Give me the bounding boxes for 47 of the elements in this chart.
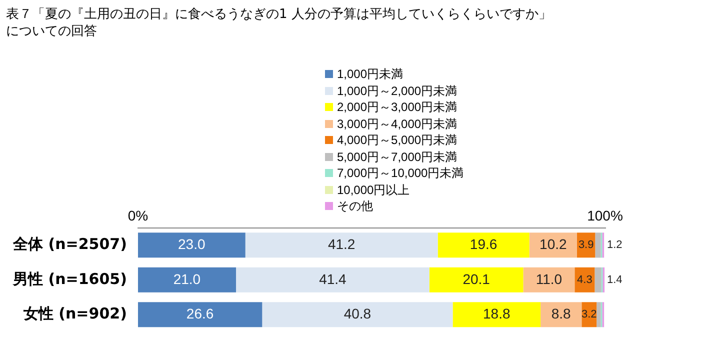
bar <box>523 267 575 292</box>
bar <box>236 267 430 292</box>
data-label: 26.6 <box>186 305 214 322</box>
x-tick-label: 0% <box>128 207 148 224</box>
legend-label: 4,000円～5,000円未満 <box>337 132 458 148</box>
y-tick-label: 男性 (n=1605) <box>12 270 127 288</box>
bar <box>138 302 262 328</box>
data-label: 1.2 <box>607 239 622 252</box>
data-label: 40.8 <box>344 305 372 322</box>
data-label: 41.2 <box>328 236 356 252</box>
chart-title: 表７「夏の『土用の丑の日』に食べるうなぎの1 人分の予算は平均していくらくらいですか」についての回答 <box>6 6 552 40</box>
data-label: 21.0 <box>173 270 201 287</box>
data-label: 23.0 <box>178 236 206 252</box>
data-label: 18.8 <box>483 305 510 322</box>
bar <box>245 232 438 258</box>
x-tick-label: 100% <box>587 207 623 224</box>
data-label: 3.9 <box>578 239 594 252</box>
y-tick-label: 女性 (n=902) <box>22 304 127 323</box>
bar <box>138 267 236 292</box>
data-label: 1.4 <box>607 274 622 286</box>
data-label: 3.2 <box>581 308 597 321</box>
legend-label: 10,000円以上 <box>337 182 410 198</box>
bar <box>529 232 577 258</box>
bar <box>429 267 524 292</box>
legend-label: 1,000円～2,000円未満 <box>337 82 458 99</box>
legend-label: 1,000円未満 <box>337 66 404 82</box>
data-label: 20.1 <box>462 270 490 287</box>
bar <box>596 302 601 328</box>
legend-label: 3,000円～4,000円未満 <box>337 116 458 132</box>
y-tick-label: 全体 (n=2507) <box>12 235 127 254</box>
bar <box>595 232 601 258</box>
legend-label: 5,000円～7,000円未満 <box>337 148 458 165</box>
data-label: 4.3 <box>577 274 592 286</box>
data-label: 10.2 <box>540 236 567 252</box>
legend-label: 7,000円～10,000円未満 <box>337 165 464 182</box>
data-label: 41.4 <box>319 270 347 287</box>
bar <box>452 302 541 328</box>
data-label: 11.0 <box>536 270 562 287</box>
legend-label: 2,000円～3,000円未満 <box>337 99 458 116</box>
legend-label: その他 <box>337 198 373 214</box>
data-label: 8.8 <box>551 305 572 322</box>
bar <box>438 232 530 258</box>
bar <box>262 302 453 328</box>
bar <box>540 302 582 328</box>
bar <box>594 267 602 292</box>
data-label: 19.6 <box>470 236 498 252</box>
bar <box>138 232 246 258</box>
